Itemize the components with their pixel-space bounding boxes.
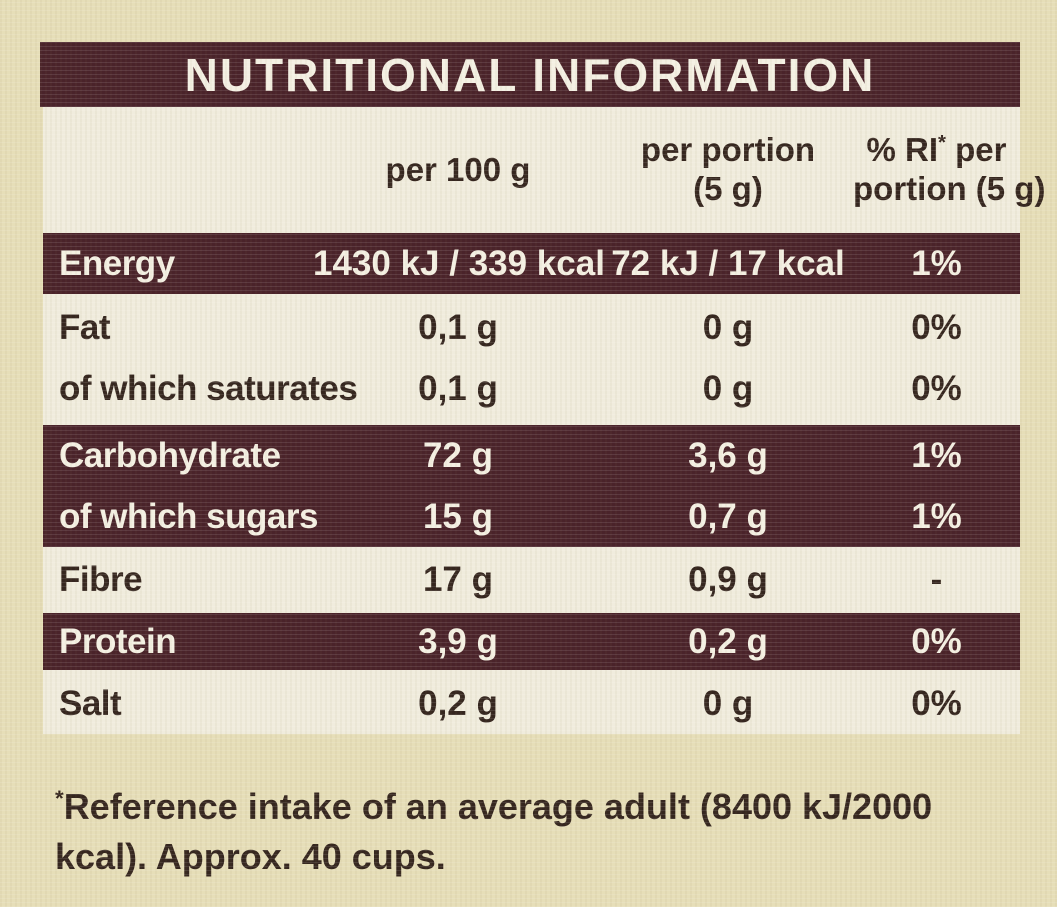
page-title: NUTRITIONAL INFORMATION: [184, 48, 876, 101]
column-header-per-100g: per 100 g: [385, 150, 531, 188]
table-row-protein: Protein 3,9 g 0,2 g 0%: [43, 613, 1020, 670]
value-per-portion: 0,7 g: [688, 496, 768, 536]
nutrient-name: Energy: [59, 243, 175, 283]
footnote: *Reference intake of an average adult (8…: [55, 782, 1015, 881]
value-per-100g: 15 g: [422, 496, 494, 536]
table-row-carbohydrate: Carbohydrate 72 g 3,6 g 1%: [43, 425, 1020, 486]
value-ri: 1%: [911, 243, 962, 283]
nutrient-name: Fibre: [59, 560, 143, 599]
column-header-per-portion: per portion (5 g): [603, 131, 853, 209]
nutrient-name: Carbohydrate: [59, 435, 281, 475]
value-per-portion: 0 g: [702, 683, 754, 723]
nutrient-name: Salt: [59, 683, 122, 723]
value-per-portion: 0 g: [702, 307, 754, 347]
value-per-100g: 0,1 g: [418, 368, 498, 408]
table-row-fat: Fat 0,1 g 0 g 0%: [43, 297, 1020, 358]
value-per-100g: 0,2 g: [418, 683, 498, 723]
value-ri: 0%: [911, 683, 962, 723]
nutrient-name: Protein: [59, 621, 177, 661]
column-header-ri: % RI* per portion (5 g): [853, 131, 1046, 209]
value-per-portion: 3,6 g: [688, 435, 768, 475]
value-per-portion: 0,9 g: [688, 560, 768, 599]
footnote-text1: Reference intake of an average adult (84…: [63, 786, 933, 827]
nutrition-table: per 100 g per portion (5 g) % RI* per po…: [43, 107, 1046, 734]
footnote-line1: *Reference intake of an average adult (8…: [55, 782, 1015, 832]
ri-line2: portion (5 g): [853, 170, 1046, 207]
value-per-100g: 0,1 g: [418, 307, 498, 347]
per-portion-line2: (5 g): [693, 170, 763, 207]
value-ri: 0%: [911, 307, 962, 347]
value-ri: 1%: [911, 435, 962, 475]
footnote-line2: kcal). Approx. 40 cups.: [55, 835, 446, 877]
value-ri: -: [930, 560, 943, 599]
value-ri: 1%: [911, 496, 962, 536]
value-per-100g: 3,9 g: [418, 621, 498, 661]
column-headers: per 100 g per portion (5 g) % RI* per po…: [43, 107, 1046, 233]
table-row-saturates: of which saturates 0,1 g 0 g 0%: [43, 358, 1020, 419]
value-per-100g: 1430 kJ / 339 kcal: [313, 243, 605, 283]
asterisk-reference: *: [55, 786, 64, 811]
table-row-sugars: of which sugars 15 g 0,7 g 1%: [43, 486, 1020, 547]
table-row-energy: Energy 1430 kJ / 339 kcal 72 kJ / 17 kca…: [43, 233, 1020, 294]
per-portion-line1: per portion: [640, 131, 816, 169]
nutrient-name: Fat: [59, 307, 111, 347]
nutrient-name: of which saturates: [59, 368, 358, 408]
value-per-portion: 72 kJ / 17 kcal: [611, 243, 845, 283]
title-bar: NUTRITIONAL INFORMATION: [40, 42, 1020, 107]
value-per-100g: 17 g: [422, 560, 494, 599]
nutrient-name: of which sugars: [59, 496, 318, 536]
table-row-salt: Salt 0,2 g 0 g 0%: [43, 673, 1020, 734]
ri-line1: % RI* per: [853, 131, 1020, 170]
value-per-portion: 0,2 g: [688, 621, 768, 661]
value-per-100g: 72 g: [422, 435, 494, 475]
ri-pre: % RI: [866, 131, 938, 169]
value-per-portion: 0 g: [702, 368, 754, 408]
ri-post: per: [945, 131, 1007, 169]
value-ri: 0%: [911, 621, 962, 661]
table-row-fibre: Fibre 17 g 0,9 g -: [43, 547, 1020, 613]
asterisk-reference: *: [938, 131, 946, 155]
value-ri: 0%: [911, 368, 962, 408]
